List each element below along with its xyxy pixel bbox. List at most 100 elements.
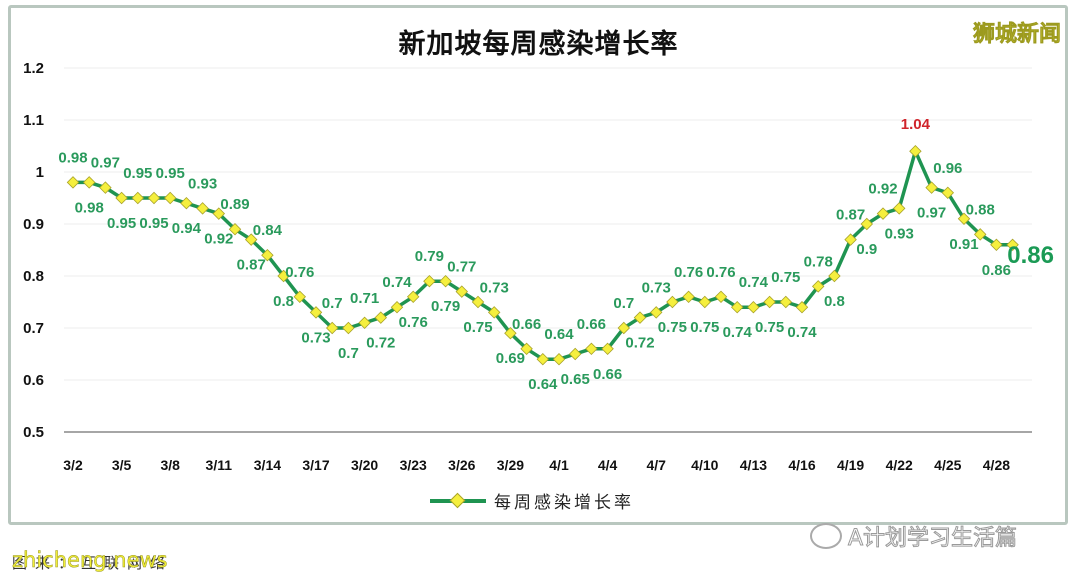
data-label: 0.95 [123, 165, 152, 182]
data-point-marker [649, 306, 663, 319]
data-point-marker [633, 311, 647, 324]
data-point-marker [747, 300, 760, 314]
data-label: 0.97 [917, 205, 946, 222]
data-label: 0.7 [322, 295, 343, 312]
data-label: 0.92 [204, 231, 233, 248]
data-label: 0.71 [350, 290, 379, 307]
data-label: 0.74 [739, 274, 769, 291]
data-point-marker [390, 300, 404, 314]
data-label: 0.77 [447, 259, 476, 276]
data-label: 0.73 [301, 329, 330, 346]
data-label: 0.73 [480, 279, 509, 296]
x-tick-label: 4/7 [646, 457, 666, 473]
watermark-site: zhicheng.news [12, 548, 168, 573]
x-tick-label: 4/28 [983, 457, 1010, 473]
data-point-marker [244, 233, 258, 246]
data-label: 0.66 [577, 316, 606, 333]
brand-logo: 狮城新闻 [972, 22, 1062, 48]
data-point-marker [342, 321, 355, 335]
data-point-marker [941, 186, 955, 200]
data-label: 0.98 [75, 199, 104, 216]
data-point-marker [212, 207, 226, 220]
data-point-marker [990, 238, 1003, 252]
y-tick-label: 0.9 [23, 216, 44, 233]
x-tick-label: 3/23 [400, 457, 427, 473]
data-point-marker [585, 342, 598, 356]
data-point-marker [666, 295, 679, 309]
data-point-marker [406, 290, 420, 304]
data-point-marker [601, 342, 614, 356]
data-point-marker [811, 280, 825, 293]
data-label: 0.75 [755, 319, 784, 336]
x-tick-label: 3/29 [497, 457, 524, 473]
data-label: 0.76 [706, 264, 735, 281]
data-point-marker [82, 176, 96, 189]
data-label: 0.87 [836, 207, 865, 224]
data-point-marker [115, 191, 128, 205]
y-tick-label: 1.1 [23, 112, 44, 129]
data-label: 0.64 [544, 326, 574, 343]
data-point-marker [358, 316, 371, 330]
data-point-marker [99, 181, 112, 194]
y-tick-label: 0.7 [23, 320, 44, 337]
data-point-marker [698, 295, 712, 309]
data-point-marker [228, 222, 242, 236]
data-label: 0.94 [172, 220, 202, 237]
data-label: 0.76 [399, 314, 428, 331]
x-tick-label: 4/25 [934, 457, 961, 473]
y-tick-label: 0.6 [23, 372, 44, 389]
data-label: 0.86 [982, 262, 1011, 279]
x-tick-label: 4/1 [549, 457, 569, 473]
data-point-marker [66, 176, 80, 189]
data-point-marker [844, 233, 857, 246]
data-point-marker [795, 300, 809, 314]
data-point-marker [180, 196, 193, 210]
x-tick-label: 3/20 [351, 457, 378, 473]
wechat-icon [810, 523, 842, 549]
data-label: 0.72 [625, 335, 654, 352]
data-point-marker [293, 290, 307, 304]
data-label: 0.8 [273, 293, 294, 310]
watermark-account: A计划学习生活篇 [810, 520, 1018, 552]
data-label: 0.92 [868, 181, 897, 198]
data-label: 0.95 [156, 165, 185, 182]
data-point-marker [568, 347, 582, 361]
data-label: 0.87 [237, 257, 266, 274]
x-tick-label: 3/14 [254, 457, 281, 473]
source-caption: 图来：互联网络 [12, 554, 174, 572]
data-point-marker [439, 274, 452, 288]
data-point-marker [552, 352, 566, 366]
data-label: 0.76 [285, 264, 314, 281]
data-label: 0.9 [856, 241, 877, 258]
data-label: 0.8 [824, 293, 845, 310]
data-point-marker [131, 191, 145, 205]
data-label: 0.98 [58, 149, 87, 166]
data-point-marker [309, 306, 323, 319]
data-label: 0.74 [787, 324, 817, 341]
data-label: 0.79 [431, 298, 460, 315]
data-label: 0.96 [933, 160, 962, 177]
data-point-marker [779, 295, 793, 309]
chart-title: 新加坡每周感染增长率 [398, 29, 679, 60]
data-point-marker [892, 202, 906, 215]
data-label: 0.75 [690, 319, 719, 336]
data-point-marker [471, 295, 485, 309]
y-tick-label: 0.8 [23, 268, 44, 285]
x-tick-label: 4/13 [740, 457, 767, 473]
data-label: 0.76 [674, 264, 703, 281]
data-point-marker [196, 202, 209, 215]
data-label: 0.95 [107, 215, 136, 232]
data-label: 0.93 [188, 175, 217, 192]
data-label: 0.64 [528, 376, 558, 393]
data-point-marker [504, 326, 517, 340]
data-point-marker [973, 228, 987, 241]
x-tick-label: 4/19 [837, 457, 864, 473]
y-tick-label: 1 [36, 164, 44, 181]
data-label: 0.78 [804, 253, 833, 270]
chart-legend: 每周感染增长率 [430, 488, 634, 513]
data-point-marker [487, 306, 501, 319]
data-point-marker [277, 269, 290, 283]
data-label: 0.84 [253, 222, 283, 239]
data-label: 0.89 [220, 196, 249, 213]
data-point-marker [617, 321, 631, 335]
